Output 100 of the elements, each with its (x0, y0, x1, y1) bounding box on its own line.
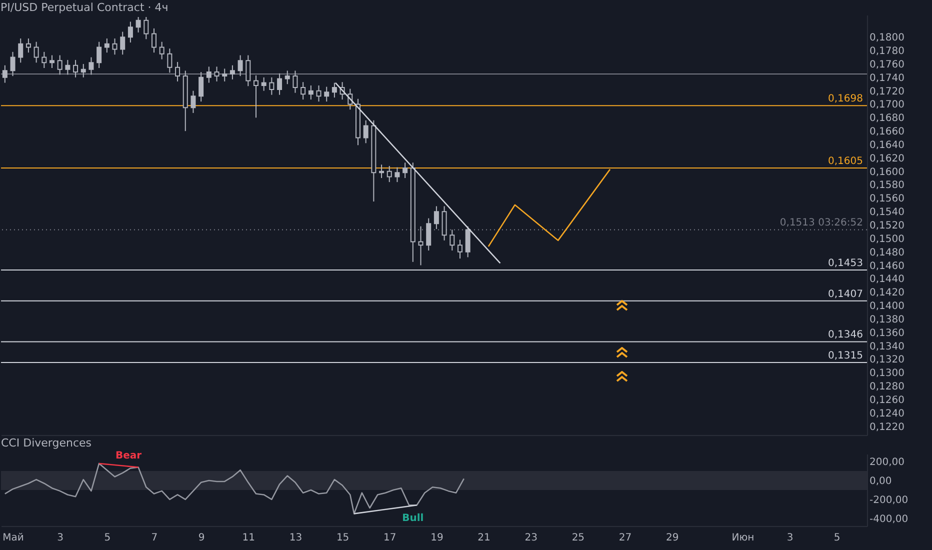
candlestick (120, 31, 126, 56)
candlestick (238, 54, 243, 77)
y-tick-label: 200,00 (870, 457, 904, 468)
x-tick-label: 11 (242, 532, 256, 544)
candlestick (214, 66, 220, 82)
candlestick (65, 59, 70, 76)
y-tick-label: 0,1740 (870, 72, 904, 84)
x-tick-label: 27 (618, 532, 632, 544)
candlestick (300, 82, 306, 100)
candlestick (246, 54, 251, 87)
y-tick-label: 0,1760 (870, 59, 904, 70)
x-tick-label: Июн (732, 532, 754, 544)
candlestick (230, 64, 235, 80)
x-tick-label: 7 (151, 532, 158, 544)
chart-title: CCI Divergences (1, 436, 92, 450)
candlestick (277, 72, 282, 96)
candlestick (402, 162, 408, 179)
x-tick-label: 13 (289, 532, 302, 544)
candlestick (190, 90, 196, 114)
x-tick-label: 15 (336, 532, 350, 544)
candlestick (50, 54, 54, 69)
y-tick-label: -400,00 (870, 514, 908, 525)
y-tick-label: 0,1500 (870, 234, 904, 245)
y-tick-label: 0,1460 (870, 260, 904, 272)
y-tick-label: 0,1680 (870, 113, 904, 124)
candlestick (426, 218, 432, 251)
candlestick (57, 54, 62, 76)
ref-line-label: 0,1453 (828, 258, 863, 269)
x-tick-label: 3 (786, 532, 794, 544)
candlestick (144, 16, 149, 40)
candlestick (136, 16, 141, 33)
candlestick (332, 82, 337, 98)
chart-title: PI/USD Perpetual Contract · 4ч (0, 1, 168, 14)
candlestick (261, 76, 266, 92)
y-tick-label: 0,1400 (870, 301, 904, 312)
x-tick-label: 17 (384, 532, 396, 544)
y-tick-label: 0,1420 (870, 288, 904, 299)
y-tick-label: 0,1220 (870, 422, 904, 433)
candlestick (18, 38, 24, 64)
y-tick-label: 0,1240 (870, 408, 904, 420)
ref-line-label: 0,1407 (828, 288, 863, 300)
candlestick (253, 74, 258, 118)
ref-line-label: 0,1346 (828, 330, 863, 341)
x-tick-label: 25 (572, 532, 585, 544)
y-tick-label: 0,1520 (870, 220, 904, 232)
ref-line-label: 0,1315 (828, 350, 863, 362)
candlestick (457, 239, 462, 260)
candlestick (198, 72, 204, 102)
candlestick (292, 70, 298, 94)
ref-line-label: 0,1605 (828, 156, 863, 167)
candlestick (206, 66, 212, 84)
candlestick (34, 41, 39, 64)
y-tick-label: 0,1380 (870, 314, 904, 326)
x-tick-label: 21 (478, 532, 490, 544)
candlestick (465, 226, 470, 258)
candlestick (363, 120, 368, 144)
candlestick (151, 28, 156, 54)
y-tick-label: 0,1560 (870, 194, 904, 205)
y-tick-label: 0,1720 (870, 86, 904, 98)
candlestick (434, 206, 439, 230)
candlestick (26, 38, 31, 54)
y-tick-label: 0,1480 (870, 247, 904, 258)
y-tick-label: 0,1780 (870, 46, 904, 58)
y-tick-label: 0,00 (870, 476, 892, 488)
y-tick-label: 0,1660 (870, 126, 904, 138)
annotation: Bear (115, 450, 142, 462)
candlestick (128, 21, 133, 44)
x-tick-label: 19 (430, 532, 444, 544)
x-tick-label: 29 (666, 532, 679, 544)
y-tick-label: 0,1320 (870, 354, 904, 366)
candlestick (104, 38, 110, 54)
y-tick-label: 0,1260 (870, 394, 904, 406)
candlestick (80, 63, 86, 78)
y-tick-label: 0,1640 (870, 140, 904, 151)
annotation: Bull (402, 512, 424, 524)
candlestick (284, 70, 290, 85)
y-tick-label: 0,1360 (870, 328, 904, 339)
y-tick-label: 0,1340 (870, 341, 904, 352)
candlestick (96, 41, 102, 69)
candlestick (418, 226, 424, 266)
y-tick-label: -200,00 (870, 494, 908, 506)
y-tick-label: 0,1620 (870, 153, 904, 164)
candlestick (450, 229, 455, 251)
y-tick-label: 0,1300 (870, 368, 904, 380)
candlestick (324, 86, 330, 102)
candlestick (316, 84, 322, 102)
candlestick (112, 38, 118, 56)
ref-line-label: 0,1513 03:26:52 (780, 218, 863, 229)
candlestick (42, 51, 47, 69)
candlestick (10, 51, 16, 77)
y-tick-label: 0,1700 (870, 100, 904, 111)
x-tick-label: 5 (834, 532, 840, 544)
y-tick-label: 0,1540 (870, 207, 904, 218)
x-tick-label: 9 (198, 532, 205, 544)
y-tick-label: 0,1800 (870, 32, 904, 44)
candlestick (2, 64, 8, 84)
y-tick-label: 0,1580 (870, 180, 904, 192)
candlestick (442, 206, 447, 241)
candlestick (386, 165, 392, 183)
y-tick-label: 0,1280 (870, 382, 904, 393)
